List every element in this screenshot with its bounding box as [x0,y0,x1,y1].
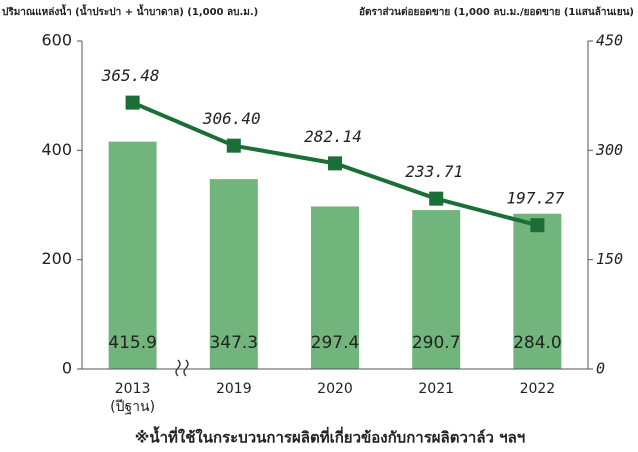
x-tick-label: 2013 [115,381,151,397]
bar [209,179,258,369]
axis-break [175,359,189,377]
bar-value-label: 415.9 [108,333,157,353]
base-year-note: (ปีฐาน) [110,399,155,415]
y2-axis-label: อัตราส่วนต่อยอดขาย (1,000 ลบ.ม./ยอดขาย (… [359,6,634,18]
x-tick-label: 2022 [520,381,556,397]
line-marker [328,156,342,171]
line-marker [125,95,140,110]
bar-value-label: 347.3 [209,333,258,353]
line-marker [530,218,545,233]
line-value-label: 306.40 [202,109,261,128]
y2-tick-label: 0 [596,360,605,378]
bar [108,141,157,369]
x-tick-label: 2019 [216,381,252,397]
x-tick-label: 2021 [418,381,454,397]
line-value-label: 197.27 [507,189,565,208]
bar-value-label: 284.0 [513,333,562,353]
y2-tick-label: 450 [596,32,623,50]
footnote: ※น้ำที่ใช้ในกระบวนการผลิตที่เกี่ยวข้องกั… [135,426,525,447]
line-value-label: 365.48 [101,66,160,85]
line-value-label: 282.14 [304,127,362,146]
y-tick-label: 600 [41,31,72,50]
line-marker [226,138,241,153]
y-axis-label: ปริมาณแหล่งน้ำ (น้ำประปา + น้ำบาดาล) (1,… [2,4,258,18]
bar [513,213,562,369]
bar-value-label: 290.7 [412,333,461,353]
y2-tick-label: 300 [595,141,623,159]
bar [412,210,461,369]
y-tick-label: 0 [62,359,72,378]
bar [311,206,359,369]
line-marker [429,191,444,206]
y2-tick-label: 150 [596,250,623,268]
x-tick-label: 2020 [317,381,353,397]
y-tick-label: 200 [41,249,72,268]
bar-value-label: 297.4 [311,333,360,353]
line-value-label: 233.71 [405,162,463,181]
y-tick-label: 400 [41,140,72,159]
